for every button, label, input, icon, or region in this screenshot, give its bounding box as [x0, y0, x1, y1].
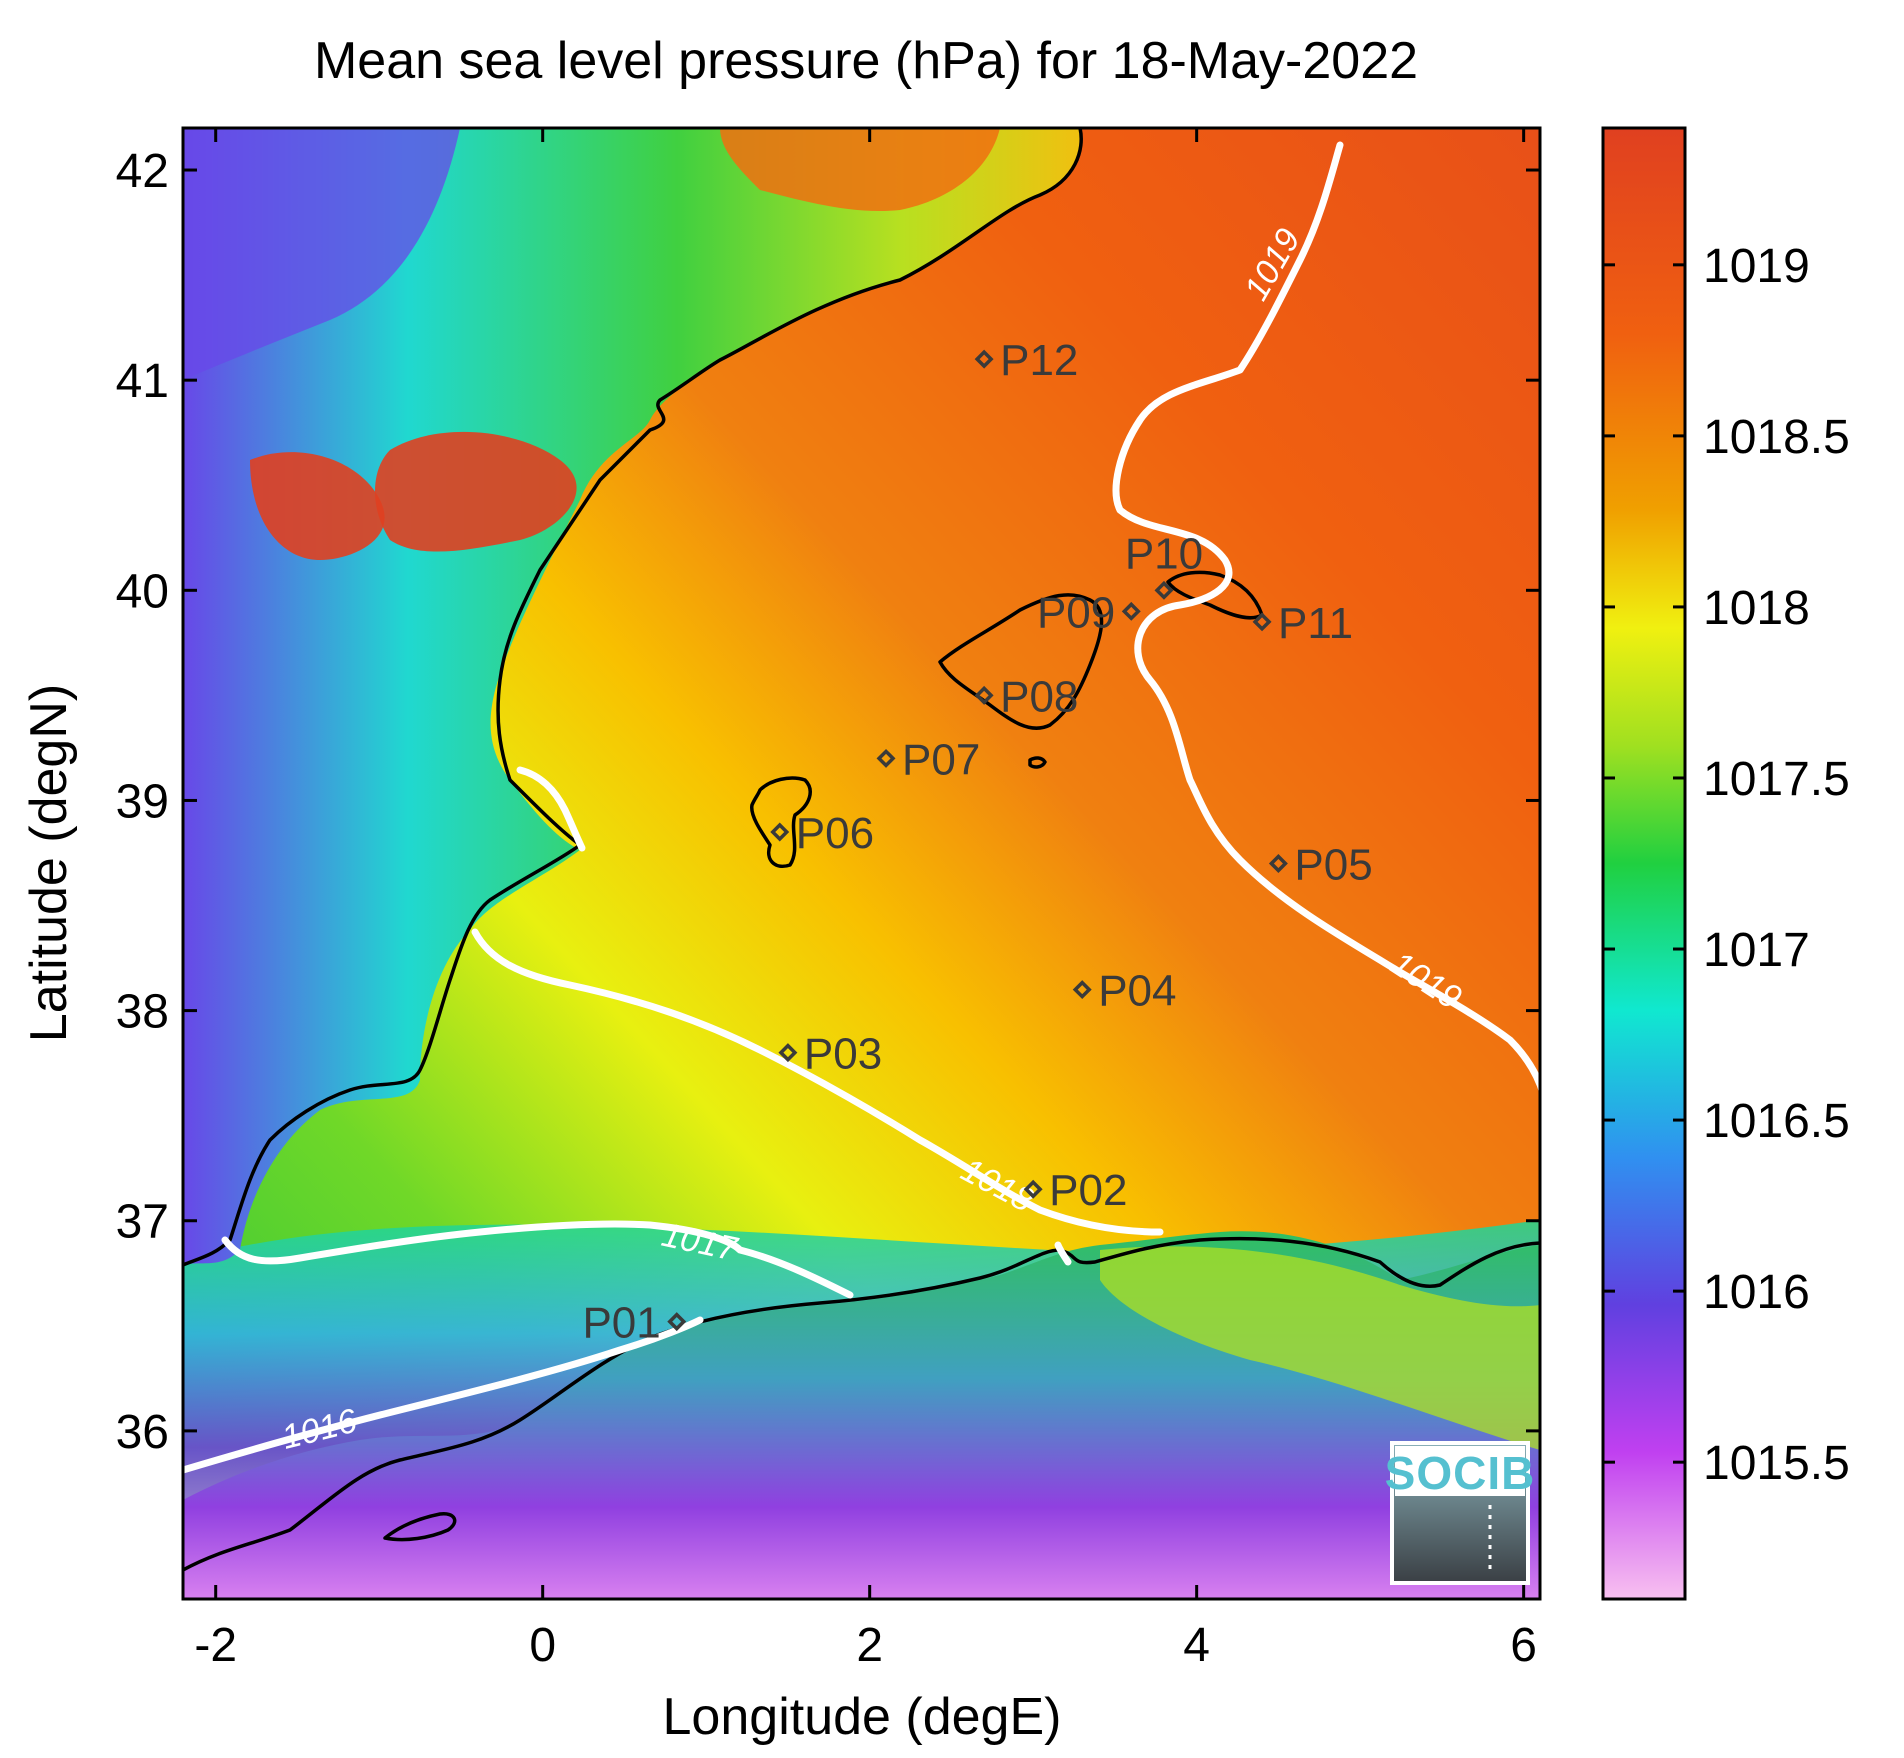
- station-marker: [1023, 1179, 1043, 1199]
- cabrera-island: [1028, 756, 1047, 769]
- contour-1018-stub: [1054, 1241, 1072, 1266]
- y-tick-label: 40: [116, 565, 169, 618]
- iberia-low-pressure-patch: [183, 128, 460, 380]
- station-marker: [1072, 980, 1092, 1000]
- station-marker: [667, 1312, 687, 1332]
- station-marker: [1121, 601, 1141, 621]
- colorbar-tick-label: 1018.5: [1703, 411, 1850, 464]
- y-tick-label: 42: [116, 145, 169, 198]
- y-tick-label: 36: [116, 1406, 169, 1459]
- station-label-p07: P07: [902, 735, 980, 784]
- plot-area: [183, 128, 1540, 1599]
- contour-1018-segment: [516, 766, 586, 852]
- colorbar-tick-label: 1017.5: [1703, 753, 1850, 806]
- station-marker: [974, 349, 994, 369]
- socib-logo: SOCIB: [1385, 1441, 1536, 1585]
- station-label-p01: P01: [582, 1299, 660, 1348]
- iberian-coastline: [183, 128, 1083, 1267]
- station-marker: [770, 822, 790, 842]
- y-tick-label: 39: [116, 775, 169, 828]
- y-axis-label: Latitude (degN): [20, 684, 78, 1042]
- mallorca-island: [938, 593, 1104, 730]
- x-tick-label: 0: [529, 1619, 556, 1672]
- contour-1018: [471, 928, 1164, 1236]
- alboran-island: [383, 1512, 457, 1542]
- colorbar-tick-label: 1016: [1703, 1266, 1810, 1319]
- station-marker: [1268, 854, 1288, 873]
- iberia-land: [183, 128, 1082, 1265]
- contour-1016: [183, 1316, 704, 1474]
- y-tick-label: 37: [116, 1196, 169, 1249]
- logo-text: SOCIB: [1385, 1447, 1536, 1499]
- colorbar-tick-label: 1017: [1703, 924, 1810, 977]
- x-tick-label: 2: [856, 1619, 883, 1672]
- colorbar-tick-label: 1019: [1703, 240, 1810, 293]
- logo-header: [1395, 1446, 1525, 1496]
- station-label-p09: P09: [1037, 588, 1115, 637]
- north-africa-east-patch: [1100, 1246, 1540, 1450]
- colorbar: [1601, 126, 1687, 1601]
- station-label-p04: P04: [1098, 967, 1176, 1016]
- ibiza-island: [750, 776, 812, 868]
- station-marker: [1252, 612, 1272, 632]
- station-label-p08: P08: [1000, 672, 1078, 721]
- chart-title: Mean sea level pressure (hPa) for 18-May…: [314, 32, 1418, 90]
- station-label-p05: P05: [1294, 841, 1372, 890]
- station-marker: [1154, 580, 1174, 600]
- colorbar-tick-label: 1018: [1703, 582, 1810, 635]
- north-african-coastline: [183, 1236, 1540, 1572]
- x-axis: -2 0 2 4 6: [194, 128, 1537, 1672]
- x-axis-label: Longitude (degE): [663, 1688, 1062, 1746]
- x-tick-label: -2: [194, 1619, 237, 1672]
- station-label-p03: P03: [804, 1030, 882, 1079]
- pyrenees-high-patch: [720, 128, 1000, 211]
- iberia-high-pressure-patch-1: [250, 452, 385, 560]
- station-label-p10: P10: [1125, 529, 1203, 578]
- x-tick-label: 6: [1510, 1619, 1537, 1672]
- station-label-p06: P06: [796, 809, 874, 858]
- contour-1019: [1112, 141, 1540, 1096]
- colorbar-tick-label: 1015.5: [1703, 1437, 1850, 1490]
- y-axis: 36 37 38 39 40 41 42: [116, 145, 1540, 1459]
- colorbar-ticks: 1015.5 1016 1016.5 1017 1017.5 1018 1018.5 1019: [1603, 240, 1850, 1490]
- station-label-p11: P11: [1278, 599, 1353, 648]
- station-marker: [876, 748, 896, 768]
- iberia-high-pressure-patch-2: [375, 431, 577, 552]
- station-label-p12: P12: [1000, 336, 1078, 385]
- y-tick-label: 38: [116, 986, 169, 1039]
- station-label-p02: P02: [1049, 1166, 1127, 1215]
- plot-frame: [181, 126, 1542, 1601]
- station-marker: [974, 685, 994, 705]
- y-tick-label: 41: [116, 355, 169, 408]
- x-tick-label: 4: [1183, 1619, 1210, 1672]
- station-marker: [778, 1043, 798, 1063]
- contour-1017: [221, 1220, 854, 1299]
- colorbar-tick-label: 1016.5: [1703, 1095, 1850, 1148]
